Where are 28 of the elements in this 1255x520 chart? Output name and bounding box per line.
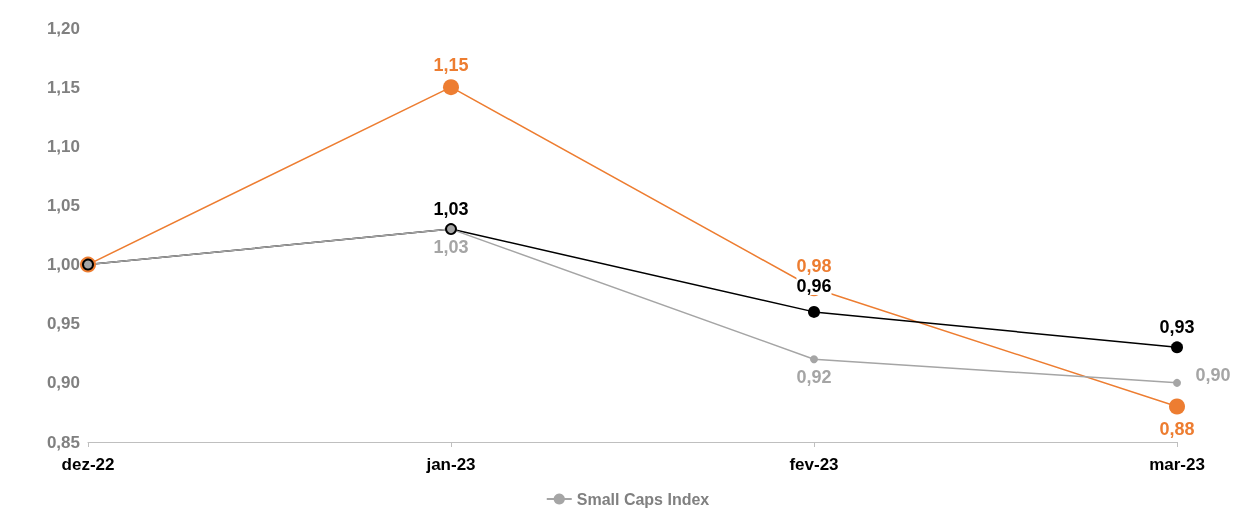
- y-tick-label: 1,10: [46, 136, 80, 156]
- y-tick-label: 0,90: [46, 373, 80, 393]
- y-tick-label: 0,85: [46, 432, 80, 452]
- data-label: 0,93: [1159, 317, 1195, 338]
- x-tick-label: mar-23: [1149, 455, 1205, 474]
- x-tick-label: dez-22: [61, 455, 115, 474]
- x-tick-label: jan-23: [425, 455, 476, 474]
- data-label: 0,98: [796, 256, 832, 277]
- data-label: 1,03: [433, 199, 469, 220]
- point: [1173, 378, 1181, 387]
- legend-label: Small Caps Index: [576, 490, 710, 508]
- point: [1169, 398, 1185, 415]
- data-label: 0,88: [1159, 418, 1195, 439]
- y-tick-label: 0,95: [46, 314, 80, 334]
- data-label: 0,92: [796, 367, 832, 388]
- point: [810, 355, 818, 364]
- data-label: 0,96: [796, 275, 832, 296]
- point: [808, 305, 820, 318]
- x-tick-label: fev-23: [789, 455, 839, 474]
- data-label: 0,90: [1195, 364, 1231, 385]
- point: [1171, 341, 1183, 354]
- y-tick-label: 1,05: [46, 195, 80, 215]
- point: [443, 79, 459, 96]
- data-label: 1,15: [433, 55, 469, 76]
- y-tick-label: 1,15: [46, 77, 80, 97]
- y-tick-label: 1,00: [46, 255, 80, 275]
- data-label: 1,03: [433, 237, 469, 258]
- y-tick-label: 1,20: [46, 18, 80, 38]
